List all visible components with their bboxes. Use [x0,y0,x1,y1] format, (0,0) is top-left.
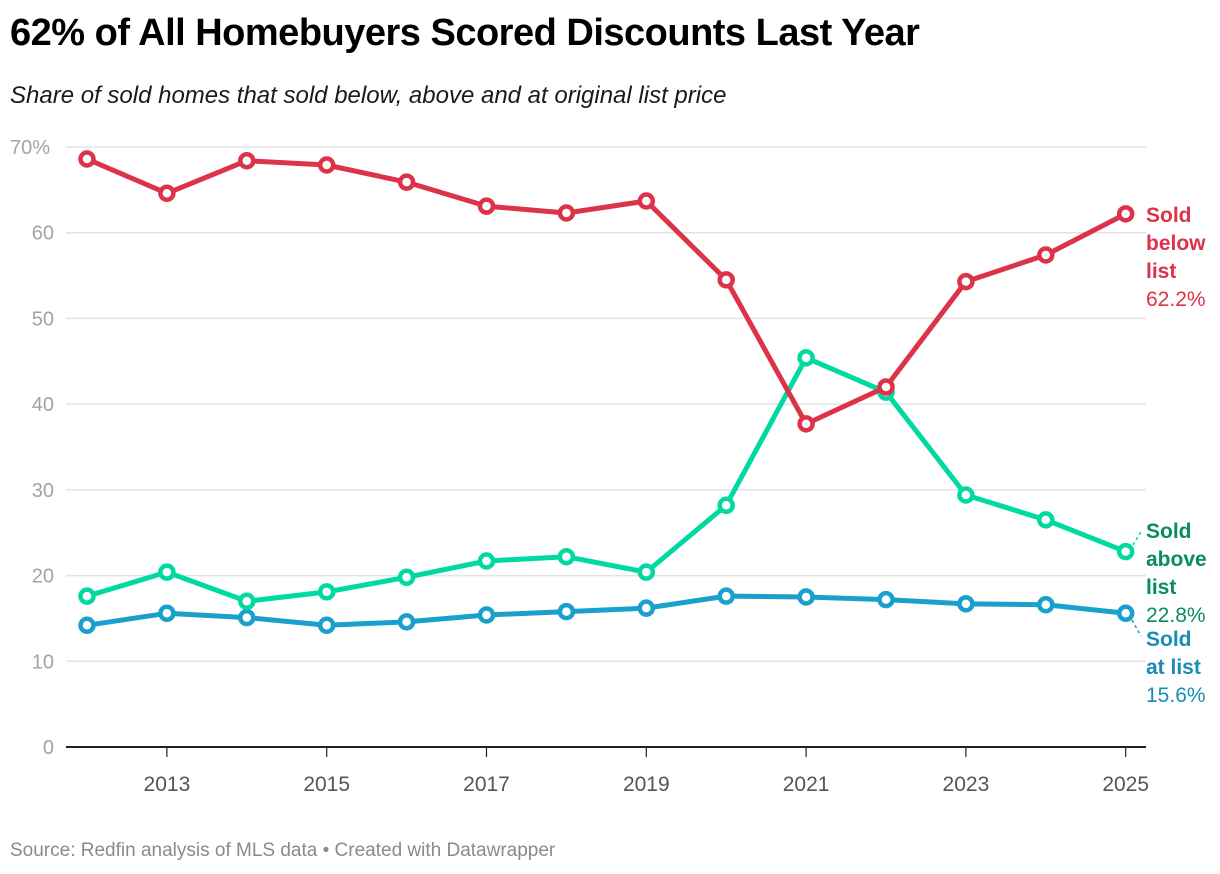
y-tick-label: 10 [32,651,54,673]
x-tick-label: 2023 [943,773,990,796]
source-note: Source: Redfin analysis of MLS data • Cr… [10,840,556,861]
series-sold-at-list [78,587,1135,635]
data-point-marker[interactable] [158,604,176,623]
data-point-marker[interactable] [158,184,176,203]
x-tick-label: 2019 [623,773,670,796]
data-point-marker[interactable] [957,595,975,613]
y-tick-label: 70% [10,137,50,159]
label-below-value: 62.2% [1146,288,1206,311]
data-point-marker[interactable] [637,563,656,581]
data-point-marker[interactable] [957,272,975,291]
x-tick-label: 2017 [463,773,510,796]
gridlines [66,146,1146,663]
label-at-line1: Sold [1146,628,1192,651]
data-point-marker[interactable] [238,592,256,611]
data-point-marker[interactable] [877,590,895,609]
label-sold-above-list: Sold above list 22.8% [1146,520,1207,627]
data-point-marker[interactable] [717,587,735,605]
label-above-line2: above [1146,548,1207,571]
x-tick-label: 2013 [144,773,191,796]
data-point-marker[interactable] [477,552,496,570]
y-tick-label: 20 [32,566,54,588]
data-point-marker[interactable] [557,602,576,621]
x-tick-label: 2015 [303,773,350,796]
chart-subtitle: Share of sold homes that sold below, abo… [10,82,727,109]
data-point-marker[interactable] [797,588,815,606]
above-label-connector [1132,529,1143,546]
label-above-line1: Sold [1146,520,1192,543]
series-sold-below-list [78,150,1135,433]
data-point-marker[interactable] [1116,604,1135,623]
data-point-marker[interactable] [957,486,975,504]
label-above-value: 22.8% [1146,604,1206,627]
data-point-marker[interactable] [158,563,176,581]
label-sold-at-list: Sold at list 15.6% [1146,628,1206,707]
data-point-marker[interactable] [1116,205,1135,223]
data-point-marker[interactable] [637,599,656,617]
y-tick-label: 30 [32,480,54,502]
series-line [84,355,1129,604]
data-point-marker[interactable] [1116,542,1135,561]
series-line [84,593,1129,628]
data-point-marker[interactable] [317,616,336,635]
data-point-marker[interactable] [1037,595,1055,614]
data-point-marker[interactable] [1037,511,1055,529]
chart-title: 62% of All Homebuyers Scored Discounts L… [10,12,920,54]
data-point-marker[interactable] [78,150,96,168]
y-tick-label: 40 [32,394,54,416]
series-sold-above-list [78,349,1135,611]
y-axis-ticks: 0 10 20 30 40 50 60 70% [10,137,54,759]
label-at-value: 15.6% [1146,684,1206,707]
y-tick-label: 50 [32,308,54,330]
x-tick-label: 2021 [783,773,830,796]
data-point-marker[interactable] [477,606,496,624]
label-below-line2: below [1146,232,1206,255]
data-point-marker[interactable] [238,151,256,170]
series-lines [78,150,1135,635]
label-below-line3: list [1146,260,1176,283]
data-point-marker[interactable] [397,173,416,191]
y-tick-label: 60 [32,223,54,245]
x-tick-label: 2025 [1102,773,1149,796]
data-point-marker[interactable] [317,156,336,174]
data-point-marker[interactable] [477,197,496,215]
data-point-marker[interactable] [877,378,895,396]
data-point-marker[interactable] [78,587,96,605]
data-point-marker[interactable] [797,415,815,433]
data-point-marker[interactable] [238,608,256,627]
label-above-line3: list [1146,576,1176,599]
data-point-marker[interactable] [717,271,735,289]
at-label-connector [1131,619,1142,637]
label-sold-below-list: Sold below list 62.2% [1146,204,1206,311]
data-point-marker[interactable] [557,547,576,566]
data-point-marker[interactable] [797,349,815,367]
data-point-marker[interactable] [557,204,576,222]
data-point-marker[interactable] [397,568,416,587]
series-line [84,156,1129,427]
data-point-marker[interactable] [78,616,96,635]
data-point-marker[interactable] [317,583,336,601]
label-below-line1: Sold [1146,204,1192,227]
x-axis: 2013 2015 2017 2019 2021 2023 2025 [66,746,1149,796]
data-point-marker[interactable] [717,496,735,515]
y-tick-label: 0 [43,737,54,759]
data-point-marker[interactable] [637,192,656,210]
data-point-marker[interactable] [1037,246,1055,264]
label-at-line2: at list [1146,656,1201,679]
data-point-marker[interactable] [397,613,416,631]
